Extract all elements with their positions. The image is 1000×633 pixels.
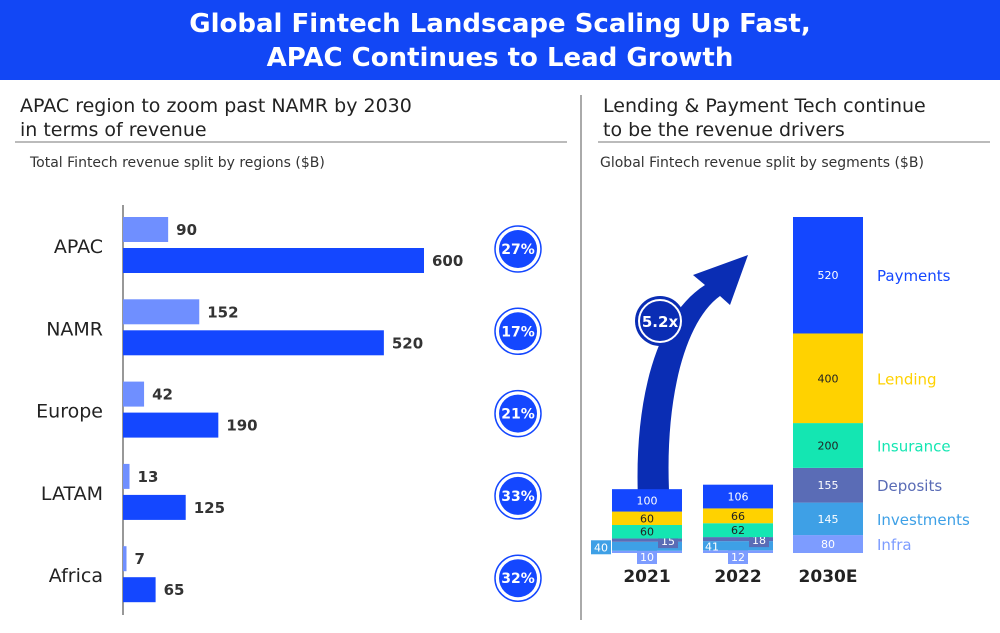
segment-value-label: 41 <box>705 541 719 554</box>
segment-value-label: 106 <box>728 491 749 504</box>
segment-value-label: 520 <box>818 269 839 282</box>
bar-2021 <box>123 299 200 325</box>
bar-value-label: 65 <box>164 581 185 599</box>
segment-infra <box>793 535 863 553</box>
segment-value-label: 18 <box>752 534 766 547</box>
bar-2030 <box>123 412 219 438</box>
value-label-bg <box>591 540 611 555</box>
segment-payments <box>793 217 863 334</box>
category-label: Europe <box>36 401 103 423</box>
bar-2021 <box>123 546 127 572</box>
year-label: 2021 <box>623 567 670 587</box>
growth-rate-badge <box>499 476 537 515</box>
segment-investments <box>612 541 682 551</box>
bar-2021 <box>123 463 130 489</box>
growth-rate-badge <box>499 559 537 598</box>
segment-value-label: 66 <box>731 510 745 523</box>
segment-investments <box>793 502 863 536</box>
bar-2030 <box>123 494 186 520</box>
segment-investments <box>703 541 773 551</box>
growth-rate-badge <box>499 394 537 433</box>
bar-value-label: 125 <box>194 499 225 517</box>
growth-rate-label: 32% <box>501 571 535 587</box>
category-label: LATAM <box>41 483 103 505</box>
segment-value-label: 10 <box>640 551 654 564</box>
segment-value-label: 40 <box>594 541 608 554</box>
left-title-line-2: in terms of revenue <box>20 119 207 141</box>
legend-infra: Infra <box>877 536 912 554</box>
bar-2030 <box>123 577 156 603</box>
title-line-1: Global Fintech Landscape Scaling Up Fast… <box>189 9 811 39</box>
growth-rate-label: 33% <box>501 489 535 505</box>
growth-rate-badge <box>499 312 537 351</box>
segment-value-label: 155 <box>818 479 839 492</box>
segment-value-label: 100 <box>637 494 658 507</box>
segment-value-label: 80 <box>821 538 835 551</box>
growth-rate-badge <box>499 230 537 268</box>
segment-deposits <box>793 467 863 503</box>
growth-rate-label: 17% <box>501 324 535 340</box>
bar-value-label: 13 <box>138 468 159 486</box>
legend-deposits: Deposits <box>877 477 942 495</box>
segment-lending <box>612 511 682 525</box>
bar-value-label: 190 <box>226 417 257 435</box>
segment-lending <box>793 333 863 424</box>
legend-lending: Lending <box>877 370 937 388</box>
legend-insurance: Insurance <box>877 437 951 455</box>
growth-label: 5.2x <box>642 313 679 331</box>
bar-value-label: 90 <box>176 221 197 239</box>
bar-2030 <box>123 330 384 356</box>
bar-value-label: 42 <box>152 386 173 404</box>
segment-insurance <box>612 525 682 539</box>
segment-deposits <box>703 537 773 542</box>
bar-2021 <box>123 217 169 242</box>
bar-2030 <box>123 248 424 273</box>
header-title: Global Fintech Landscape Scaling Up Fast… <box>0 0 1000 80</box>
segment-lending <box>703 508 773 524</box>
legend-investments: Investments <box>877 511 970 529</box>
left-subtitle: Total Fintech revenue split by regions (… <box>30 155 325 171</box>
right-subtitle: Global Fintech revenue split by segments… <box>600 155 924 171</box>
bar-value-label: 152 <box>207 303 238 321</box>
bar-value-label: 7 <box>135 550 145 568</box>
bar-value-label: 520 <box>392 334 423 352</box>
value-label-bg <box>637 550 657 564</box>
left-rule <box>15 141 567 143</box>
category-label: NAMR <box>46 318 103 340</box>
segment-payments <box>703 484 773 509</box>
segment-value-label: 145 <box>818 513 839 526</box>
growth-rate-label: 27% <box>501 242 535 258</box>
segment-value-label: 60 <box>640 512 654 525</box>
segment-value-label: 12 <box>731 551 745 564</box>
segment-value-label: 60 <box>640 526 654 539</box>
right-title-line-1: Lending & Payment Tech continue <box>603 95 926 117</box>
year-label: 2030E <box>799 567 858 587</box>
growth-badge: 5.2x <box>635 296 685 346</box>
bar-2021 <box>123 381 145 407</box>
value-label-bg <box>728 550 748 564</box>
segment-value-label: 62 <box>731 524 745 537</box>
right-panel-title: Lending & Payment Tech continue to be th… <box>603 94 926 142</box>
left-panel-title: APAC region to zoom past NAMR by 2030 in… <box>20 94 412 142</box>
category-label: APAC <box>54 236 103 258</box>
segment-insurance <box>793 423 863 468</box>
growth-arrow <box>637 255 748 530</box>
panel-divider <box>580 95 582 620</box>
segment-insurance <box>703 523 773 538</box>
title-line-2: APAC Continues to Lead Growth <box>266 43 734 73</box>
legend-payments: Payments <box>877 267 951 285</box>
category-label: Africa <box>49 565 103 587</box>
segment-value-label: 200 <box>818 439 839 452</box>
left-title-line-1: APAC region to zoom past NAMR by 2030 <box>20 95 412 117</box>
segment-value-label: 400 <box>818 372 839 385</box>
growth-rate-label: 21% <box>501 407 535 423</box>
year-label: 2022 <box>714 567 761 587</box>
right-rule <box>598 141 990 143</box>
segment-deposits <box>612 538 682 542</box>
segment-payments <box>612 489 682 512</box>
right-title-line-2: to be the revenue drivers <box>603 119 845 141</box>
bar-value-label: 600 <box>432 252 463 270</box>
